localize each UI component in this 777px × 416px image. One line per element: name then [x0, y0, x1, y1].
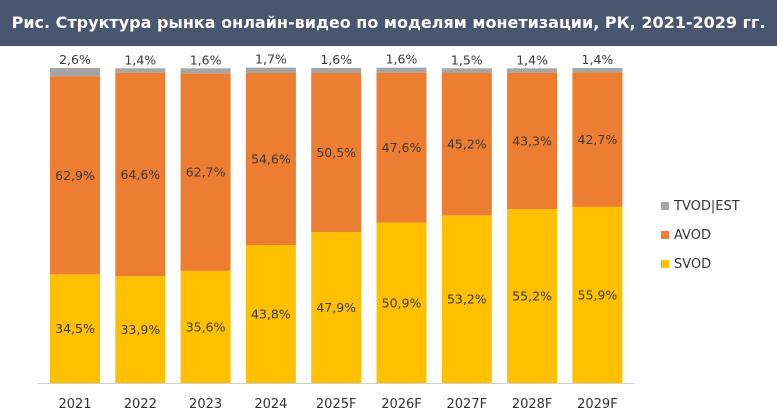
data-label-tvod-est-2025f: 1,6% [320, 52, 352, 67]
data-label-tvod-est-2023: 1,6% [190, 52, 222, 67]
data-label-avod-2021: 62,9% [55, 168, 95, 183]
data-label-svod-2024: 43,8% [251, 307, 291, 322]
bar-tvod-est-2025f [311, 68, 362, 74]
data-label-avod-2025f: 50,5% [316, 145, 356, 160]
legend-label-avod: AVOD [674, 227, 711, 243]
bar-avod-2029f [572, 72, 623, 207]
bar-svod-2023 [180, 270, 231, 383]
data-label-tvod-est-2026f: 1,6% [386, 52, 418, 67]
x-tick-label-2028f: 2028F [512, 397, 553, 412]
bar-tvod-est-2023 [180, 68, 231, 74]
data-label-svod-2027f: 53,2% [447, 292, 487, 307]
title-bar: Рис. Структура рынка онлайн-видео по мод… [0, 0, 777, 46]
legend-label-tvod: TVOD|EST [674, 198, 740, 214]
x-tick-label-2024: 2024 [254, 397, 287, 412]
bar-tvod-est-2022 [115, 68, 166, 73]
data-label-svod-2022: 33,9% [120, 322, 160, 337]
data-label-svod-2026f: 50,9% [382, 295, 422, 310]
data-labels-layer: 34,5% 62,9% 2,6% 33,9% 64,6% 1,4% 35,6% 62,7% 1,… [55, 52, 617, 337]
data-label-avod-2026f: 47,6% [382, 140, 422, 155]
bar-svod-2028f [507, 209, 558, 383]
bar-avod-2027f [441, 73, 492, 216]
x-tick-label-2029f: 2029F [577, 397, 618, 412]
data-label-tvod-est-2022: 1,4% [124, 52, 156, 67]
bar-tvod-est-2021 [50, 68, 100, 77]
legend-item-tvod: TVOD|EST [661, 198, 740, 214]
legend-item-svod: SVOD [661, 256, 740, 272]
data-label-avod-2028f: 43,3% [512, 133, 552, 148]
bar-svod-2021 [50, 274, 100, 383]
bar-svod-2024 [245, 245, 296, 383]
data-label-tvod-est-2024: 1,7% [255, 52, 287, 67]
data-label-svod-2029f: 55,9% [578, 287, 618, 302]
bars-layer [50, 67, 623, 383]
data-label-svod-2023: 35,6% [186, 319, 226, 334]
data-label-tvod-est-2027f: 1,5% [451, 52, 483, 67]
bar-svod-2029f [572, 206, 623, 383]
bar-svod-2026f [376, 222, 427, 383]
bar-avod-2021 [50, 76, 100, 275]
data-label-avod-2029f: 42,7% [578, 132, 618, 147]
legend-swatch-avod [661, 231, 669, 239]
bar-tvod-est-2027f [441, 68, 492, 74]
data-label-tvod-est-2028f: 1,4% [516, 52, 548, 67]
x-tick-label-2021: 2021 [58, 397, 91, 412]
data-label-avod-2023: 62,7% [186, 165, 226, 180]
bar-tvod-est-2029f [572, 68, 623, 73]
legend-item-avod: AVOD [661, 227, 740, 243]
legend-swatch-tvod [661, 202, 669, 210]
bar-svod-2027f [441, 215, 492, 383]
legend-swatch-svod [661, 260, 669, 268]
bar-avod-2028f [507, 72, 558, 210]
bar-avod-2023 [180, 73, 231, 271]
bar-tvod-est-2024 [245, 67, 296, 74]
x-tick-label-2026f: 2026F [381, 397, 422, 412]
data-label-avod-2022: 64,6% [120, 167, 160, 182]
data-label-tvod-est-2029f: 1,4% [582, 52, 614, 67]
data-label-svod-2025f: 47,9% [316, 300, 356, 315]
bar-avod-2025f [311, 73, 362, 233]
data-label-tvod-est-2021: 2,6% [59, 52, 91, 67]
legend: TVOD|EST AVOD SVOD [661, 199, 740, 286]
x-tick-labels: 2021 2022 2023 2024 2025F 2026F 2027F 2028F 2029… [58, 397, 617, 412]
x-tick-label-2027f: 2027F [447, 397, 488, 412]
x-tick-label-2023: 2023 [189, 397, 222, 412]
x-tick-label-2022: 2022 [124, 397, 157, 412]
legend-label-svod: SVOD [674, 256, 712, 272]
bar-svod-2025f [311, 232, 362, 383]
data-label-svod-2028f: 55,2% [512, 289, 552, 304]
x-tick-label-2025f: 2025F [316, 397, 357, 412]
bar-tvod-est-2028f [507, 68, 558, 73]
bar-tvod-est-2026f [376, 67, 427, 73]
chart-title: Рис. Структура рынка онлайн-видео по мод… [11, 13, 766, 32]
bar-avod-2024 [245, 73, 296, 246]
data-label-avod-2024: 54,6% [251, 152, 291, 167]
bar-avod-2022 [115, 72, 166, 277]
data-label-avod-2027f: 45,2% [447, 137, 487, 152]
bar-svod-2022 [115, 276, 166, 383]
data-label-svod-2021: 34,5% [55, 321, 95, 336]
bar-avod-2026f [376, 72, 427, 223]
